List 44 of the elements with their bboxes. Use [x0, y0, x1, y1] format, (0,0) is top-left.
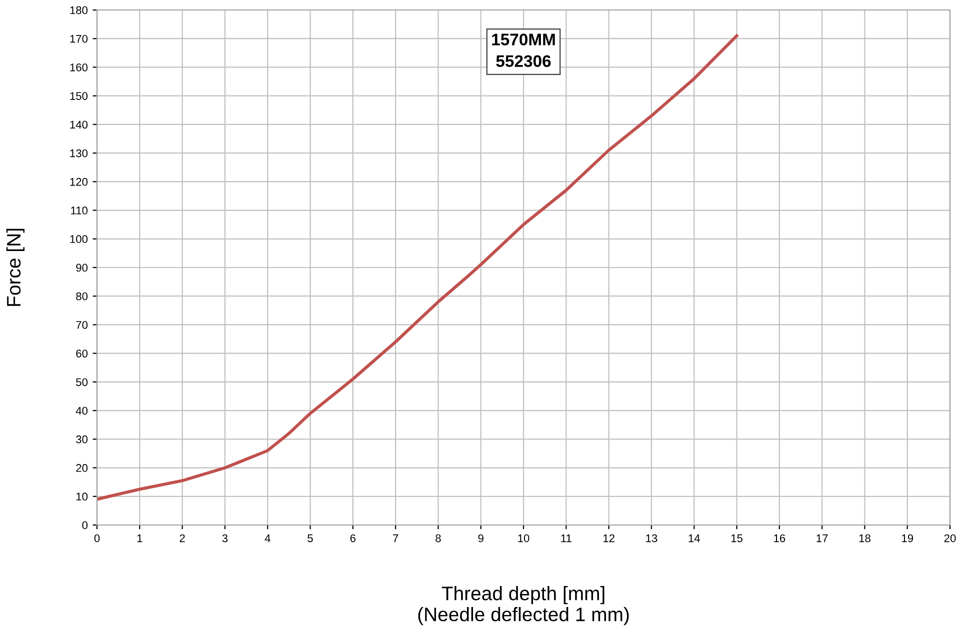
x-tick-label: 14 [688, 534, 700, 542]
y-tick-label: 90 [76, 264, 88, 272]
x-tick-label: 20 [944, 534, 956, 542]
x-tick-label: 18 [859, 534, 870, 542]
y-tick-label: 40 [76, 406, 88, 415]
x-tick-label: 8 [436, 534, 441, 542]
y-tick-label: 80 [76, 292, 88, 300]
y-tick-label: 130 [70, 149, 88, 158]
x-tick-label: 5 [308, 534, 313, 542]
y-tick-label: 160 [70, 63, 88, 72]
y-tick-label: 70 [76, 320, 88, 329]
y-tick-label: 170 [70, 34, 88, 43]
x-tick-label: 0 [94, 534, 100, 542]
x-tick-label: 15 [731, 534, 742, 542]
x-tick-label: 6 [350, 534, 356, 542]
y-tick-label: 10 [76, 492, 88, 501]
x-tick-label: 12 [603, 534, 614, 542]
y-tick-label: 0 [82, 521, 88, 530]
y-axis-title: Force [N] [6, 228, 24, 306]
x-tick-label: 2 [180, 534, 185, 542]
y-tick-label: 110 [71, 206, 88, 214]
y-tick-label: 150 [70, 92, 88, 100]
y-tick-label: 60 [76, 350, 88, 358]
y-tick-label: 20 [76, 464, 88, 472]
y-tick-label: 100 [70, 235, 88, 244]
x-tick-label: 17 [816, 534, 828, 542]
x-tick-label: 19 [902, 534, 914, 542]
line-series [97, 34, 738, 501]
x-tick-label: 16 [774, 534, 786, 542]
x-tick-label: 4 [264, 534, 270, 542]
y-tick-label: 120 [70, 178, 88, 186]
x-tick-label: 11 [561, 534, 572, 542]
y-tick-label: 180 [70, 6, 88, 14]
y-tick-label: 50 [76, 378, 88, 386]
annotation: 1570MM 552306 [492, 34, 555, 68]
y-tick-label: 140 [70, 120, 88, 129]
x-tick-label: 7 [393, 534, 398, 542]
x-tick-label: 3 [222, 534, 228, 542]
x-axis-title: Thread depth [mm] (Needle deflected 1 mm) [418, 586, 629, 626]
x-tick-label: 13 [646, 534, 658, 542]
y-tick-label: 30 [76, 435, 88, 444]
x-tick-label: 9 [478, 534, 484, 542]
x-tick-label: 10 [518, 534, 530, 542]
x-tick-label: 1 [137, 534, 142, 542]
